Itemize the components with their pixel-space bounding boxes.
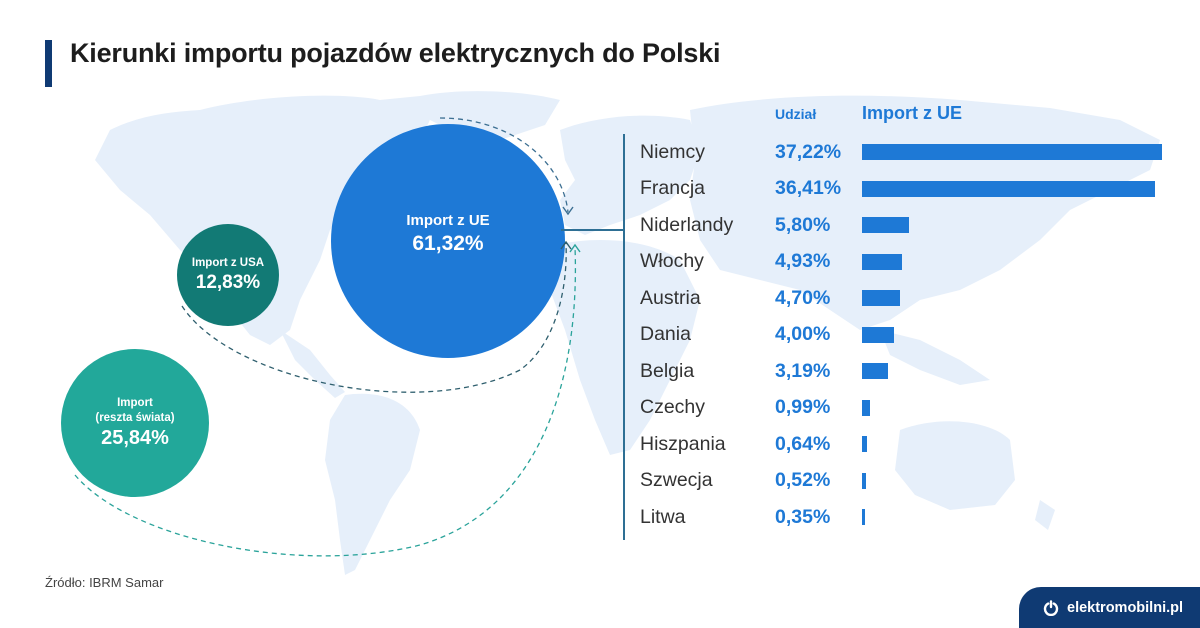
share-bar — [862, 399, 870, 416]
country-name: Litwa — [640, 505, 686, 528]
country-name: Hiszpania — [640, 432, 726, 455]
country-name: Belgia — [640, 359, 695, 382]
country-share: 37,22% — [775, 140, 842, 163]
bubble-import-eu: Import z UE 61,32% — [331, 124, 565, 358]
table-row: Belgia 3,19% — [640, 353, 1162, 390]
table-row: Litwa 0,35% — [640, 499, 1162, 536]
share-bar — [862, 180, 1156, 197]
country-share: 4,00% — [775, 323, 831, 346]
country-name: Dania — [640, 323, 691, 346]
brand-badge[interactable]: elektromobilni.pl — [1019, 587, 1200, 628]
bubble-eu-value: 61,32% — [412, 232, 484, 256]
country-share: 5,80% — [775, 213, 831, 236]
country-name: Włochy — [640, 250, 704, 273]
bubble-import-rest: Import (reszta świata) 25,84% — [61, 349, 209, 497]
share-bar — [862, 326, 895, 343]
country-share: 0,64% — [775, 432, 831, 455]
country-table: Niemcy 37,22% Francja 36,41% Niderlandy 5,8… — [640, 134, 1162, 536]
bubble-usa-value: 12,83% — [195, 271, 261, 293]
title-accent-bar — [45, 40, 52, 87]
share-bar — [862, 509, 865, 526]
country-name: Szwecja — [640, 469, 713, 492]
share-bar — [862, 290, 900, 307]
share-column-header: Udział — [775, 106, 817, 122]
table-row: Czechy 0,99% — [640, 390, 1162, 427]
table-row: Niderlandy 5,80% — [640, 207, 1162, 244]
power-icon — [1043, 599, 1059, 616]
country-name: Niderlandy — [640, 213, 734, 236]
page-title: Kierunki importu pojazdów elektrycznych … — [70, 38, 721, 68]
bubble-import-usa: Import z USA 12,83% — [177, 224, 279, 326]
country-share: 36,41% — [775, 177, 842, 200]
share-bar — [862, 363, 888, 380]
bubble-usa-label: Import z USA — [191, 257, 265, 270]
bubble-rest-label-line2: (reszta świata) — [95, 411, 175, 424]
table-row: Dania 4,00% — [640, 317, 1162, 354]
table-row: Austria 4,70% — [640, 280, 1162, 317]
share-bar — [862, 144, 1162, 161]
table-row: Niemcy 37,22% — [640, 134, 1162, 171]
country-share: 0,99% — [775, 396, 831, 419]
share-bar — [862, 472, 867, 489]
brand-name: elektromobilni.pl — [1067, 599, 1184, 616]
import-column-header: Import z UE — [862, 103, 963, 123]
country-name: Austria — [640, 286, 701, 309]
bubble-rest-label-line1: Import — [117, 397, 153, 410]
country-name: Czechy — [640, 396, 706, 419]
table-row: Szwecja 0,52% — [640, 463, 1162, 500]
country-share: 0,52% — [775, 469, 831, 492]
table-row: Francja 36,41% — [640, 171, 1162, 208]
country-name: Niemcy — [640, 140, 706, 163]
share-bar — [862, 436, 868, 453]
country-share: 3,19% — [775, 359, 831, 382]
country-share: 4,93% — [775, 250, 831, 273]
bubble-rest-value: 25,84% — [101, 426, 169, 449]
share-bar — [862, 217, 909, 234]
country-name: Francja — [640, 177, 706, 200]
table-row: Włochy 4,93% — [640, 244, 1162, 281]
source-note: Źródło: IBRM Samar — [45, 575, 164, 590]
table-row: Hiszpania 0,64% — [640, 426, 1162, 463]
country-share: 4,70% — [775, 286, 831, 309]
share-bar — [862, 253, 902, 270]
country-share: 0,35% — [775, 505, 831, 528]
bubble-eu-label: Import z UE — [406, 211, 490, 229]
